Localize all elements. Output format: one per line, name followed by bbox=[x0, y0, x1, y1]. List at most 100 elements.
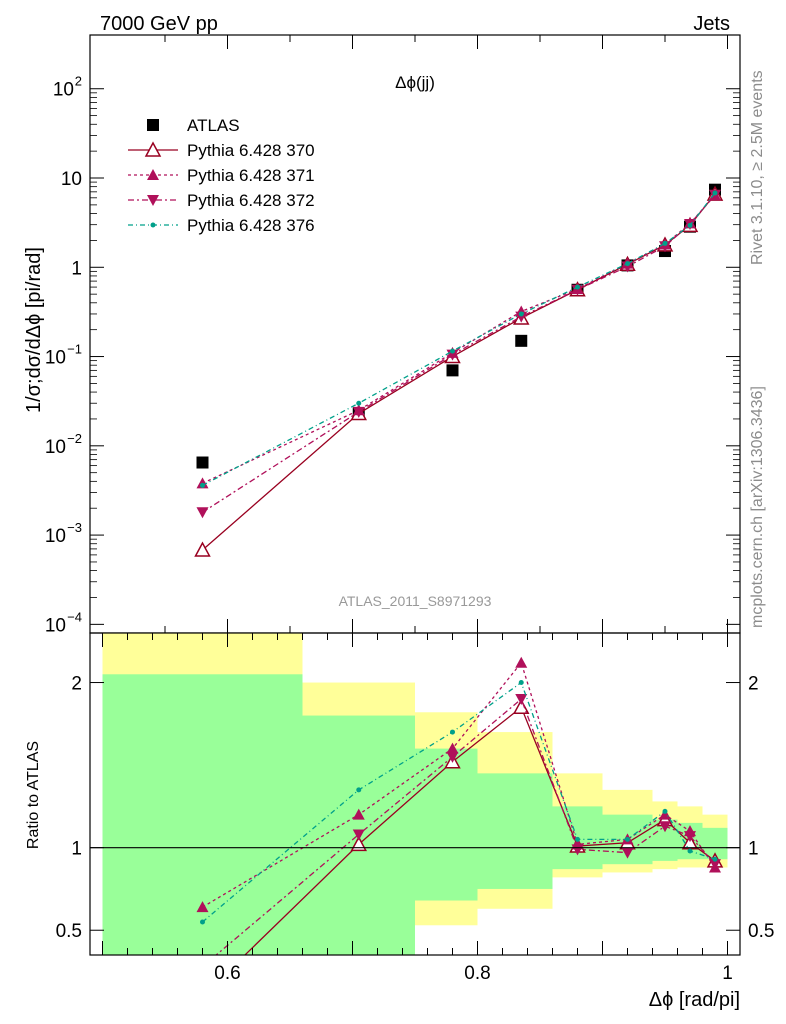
ratio-series-3 bbox=[200, 680, 718, 925]
ratio-point-2-3 bbox=[515, 694, 528, 706]
ratio-ytick-label-r-2: 2 bbox=[748, 674, 759, 695]
main-ytick-exp-2: −2 bbox=[67, 431, 82, 446]
main-ytick-exp-3: −1 bbox=[67, 342, 82, 357]
ratio-point-3-4 bbox=[575, 836, 580, 842]
legend-label-4: Pythia 6.428 376 bbox=[187, 216, 315, 235]
ratio-point-2-5 bbox=[621, 847, 634, 859]
legend-marker-3 bbox=[147, 195, 159, 206]
main-ytick-label-3: 10 bbox=[45, 348, 66, 369]
main-point-3-6 bbox=[659, 241, 671, 253]
x-axis-label: Δϕ [rad/pi] bbox=[649, 989, 740, 1011]
legend-label-1: Pythia 6.428 370 bbox=[187, 141, 315, 160]
ratio-xtick-label-1: 0.8 bbox=[464, 963, 490, 984]
ratio-point-2-8 bbox=[709, 859, 721, 871]
main-ytick-exp-6: 2 bbox=[75, 74, 82, 89]
legend-entry-1: Pythia 6.428 370 bbox=[128, 141, 315, 160]
main-series-line-1 bbox=[202, 193, 716, 551]
ratio-point-3-0 bbox=[200, 919, 205, 925]
ratio-point-1-3 bbox=[515, 656, 528, 668]
main-point-4-7 bbox=[687, 222, 693, 228]
main-point-3-5 bbox=[621, 261, 634, 273]
ratio-band-inner-0 bbox=[102, 674, 303, 955]
ratio-xtick-label-2: 1 bbox=[722, 963, 733, 984]
main-point-2-0 bbox=[196, 477, 209, 489]
header-left: 7000 GeV pp bbox=[100, 13, 218, 35]
main-point-1-0 bbox=[194, 541, 211, 557]
main-ytick-exp-1: −3 bbox=[67, 520, 82, 535]
legend-entry-0: ATLAS bbox=[147, 116, 240, 135]
main-ytick-exp-0: −4 bbox=[67, 609, 82, 624]
ratio-point-2-1 bbox=[352, 829, 365, 841]
main-series-4 bbox=[200, 190, 718, 488]
main-series-line-2 bbox=[202, 194, 716, 484]
main-point-0-3 bbox=[515, 334, 528, 347]
ratio-ytick-label-r-1: 1 bbox=[748, 839, 759, 860]
main-point-4-1 bbox=[356, 400, 362, 406]
ratio-frame bbox=[89, 632, 741, 956]
main-ytick-label-5: 10 bbox=[61, 169, 82, 190]
legend-marker-4 bbox=[150, 222, 156, 228]
main-point-4-0 bbox=[200, 482, 205, 488]
ratio-point-3-2 bbox=[450, 729, 455, 735]
ratio-point-3-5 bbox=[625, 836, 630, 842]
ratio-point-3-6 bbox=[662, 808, 668, 814]
ratio-point-3-8 bbox=[712, 856, 718, 862]
legend-entry-3: Pythia 6.428 372 bbox=[128, 191, 315, 210]
ratio-point-3-1 bbox=[356, 787, 362, 793]
legend-label-3: Pythia 6.428 372 bbox=[187, 191, 315, 210]
main-ytick-label-1: 10 bbox=[45, 526, 66, 547]
y-axis-label-top: 1/σ;dσ/dΔϕ [pi/rad] bbox=[23, 247, 45, 413]
legend: ATLAS Pythia 6.428 370 Pythia 6.428 371 Pyt… bbox=[128, 116, 315, 235]
ratio-ytick-label-r-0: 0.5 bbox=[748, 921, 774, 942]
main-point-4-4 bbox=[575, 284, 580, 290]
legend-entry-2: Pythia 6.428 371 bbox=[128, 166, 315, 185]
main-ytick-label-0: 10 bbox=[45, 615, 66, 636]
main-ytick-label-4: 1 bbox=[71, 258, 82, 279]
main-series-line-4 bbox=[202, 192, 716, 486]
legend-marker-0 bbox=[147, 119, 159, 131]
legend-entry-4: Pythia 6.428 376 bbox=[128, 216, 315, 235]
main-point-3-4 bbox=[571, 284, 584, 296]
ratio-point-1-1 bbox=[352, 808, 365, 820]
main-series-3 bbox=[196, 189, 721, 519]
y-axis-label-ratio: Ratio to ATLAS bbox=[25, 741, 42, 849]
ratio-point-1-2 bbox=[446, 742, 459, 754]
ratio-point-3-7 bbox=[687, 848, 693, 854]
main-ytick-label-6: 10 bbox=[53, 80, 74, 101]
rivet-label: Rivet 3.1.10, ≥ 2.5M events bbox=[749, 70, 766, 265]
ratio-ytick-label-0: 0.5 bbox=[56, 921, 82, 942]
ratio-point-3-3 bbox=[518, 680, 524, 686]
main-point-4-3 bbox=[518, 311, 524, 317]
main-point-0-2 bbox=[446, 364, 459, 377]
chart-title: Δϕ(jj) bbox=[395, 73, 435, 92]
main-point-3-1 bbox=[352, 406, 365, 418]
ratio-xtick-label-0: 0.6 bbox=[214, 963, 240, 984]
ratio-ytick-label-1: 1 bbox=[71, 839, 82, 860]
main-series-1 bbox=[194, 185, 724, 557]
main-point-4-5 bbox=[625, 261, 630, 267]
main-ytick-label-2: 10 bbox=[45, 437, 66, 458]
main-point-3-3 bbox=[515, 311, 528, 323]
main-point-4-6 bbox=[662, 240, 668, 246]
legend-label-2: Pythia 6.428 371 bbox=[187, 166, 315, 185]
ratio-ytick-label-2: 2 bbox=[71, 674, 82, 695]
main-point-0-0 bbox=[196, 456, 209, 469]
legend-marker-1 bbox=[144, 141, 162, 157]
ratio-point-2-7 bbox=[684, 831, 696, 843]
header-right: Jets bbox=[693, 13, 730, 35]
analysis-watermark: ATLAS_2011_S8971293 bbox=[339, 593, 492, 609]
ratio-band-inner-2 bbox=[415, 748, 478, 901]
ratio-point-1-0 bbox=[196, 901, 209, 913]
main-point-4-2 bbox=[450, 348, 455, 354]
ratio-point-1-6 bbox=[659, 808, 671, 820]
ratio-point-2-2 bbox=[446, 751, 459, 763]
ratio-band-inner-3 bbox=[477, 773, 553, 889]
mcplots-label: mcplots.cern.ch [arXiv:1306.3436] bbox=[749, 386, 766, 628]
ratio-point-2-6 bbox=[659, 821, 671, 833]
legend-label-0: ATLAS bbox=[187, 116, 240, 135]
ratio-panel: 0.5 0.5 1 1 2 2 0.6 0.8 1 Ratio to ATLAS Δϕ [rad… bbox=[25, 632, 774, 1011]
main-point-3-0 bbox=[196, 507, 209, 519]
main-point-4-8 bbox=[712, 190, 718, 196]
